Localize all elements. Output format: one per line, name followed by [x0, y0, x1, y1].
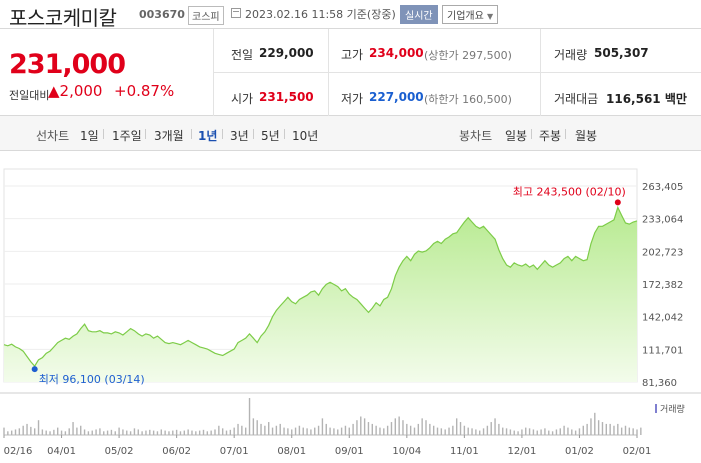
chevron-down-icon: ▼: [487, 12, 494, 21]
y-tick-label: 81,360: [642, 378, 677, 389]
y-tick-label: 172,382: [642, 280, 683, 291]
x-tick-label: 09/01: [335, 446, 364, 457]
change-amount: ▲2,000: [48, 82, 103, 100]
open-value: 231,500: [259, 90, 314, 104]
company-info-dropdown[interactable]: 기업개요 ▼: [442, 5, 499, 24]
price-area: [4, 207, 637, 382]
candle-chart-label: 봉차트: [459, 129, 493, 143]
x-tick-label: 04/01: [47, 446, 76, 457]
low-marker: [31, 366, 38, 373]
x-tick-label: 05/02: [105, 446, 134, 457]
trade-value-label: 거래대금: [554, 92, 599, 106]
market-badge: 코스피: [188, 6, 224, 25]
low-value: 227,000: [369, 90, 424, 104]
prev-close-value: 229,000: [259, 46, 314, 60]
volume-legend: 거래량: [660, 403, 685, 415]
price-line: [3, 205, 638, 368]
divider: [213, 72, 701, 73]
company-info-label: 기업개요: [447, 11, 484, 22]
x-tick-label: 01/02: [565, 446, 594, 457]
separator: [284, 129, 285, 139]
low-annotation: 최저 96,100 (03/14): [39, 373, 145, 386]
x-tick-label: 10/04: [392, 446, 421, 457]
upper-limit: (상한가 297,500): [424, 49, 512, 62]
line-chart-label: 선차트: [36, 129, 70, 143]
tab-1y[interactable]: 1년: [198, 129, 218, 143]
high-value: 234,000: [369, 46, 424, 60]
tab-3y[interactable]: 3년: [230, 129, 249, 143]
separator: [222, 129, 223, 139]
separator: [565, 129, 566, 139]
tab-3m[interactable]: 3개월: [154, 129, 184, 143]
y-tick-label: 111,701: [642, 345, 683, 356]
separator: [191, 129, 192, 139]
tab-weekly[interactable]: 주봉: [539, 129, 562, 143]
separator: [145, 129, 146, 139]
low-label: 저가: [341, 92, 364, 106]
x-tick-label: 06/02: [162, 446, 191, 457]
stock-header: 포스코케미칼 003670 코스피 2023.02.16 11:58 기준(장중…: [0, 0, 701, 30]
prev-close-label: 전일: [231, 48, 254, 62]
x-tick-label: 12/01: [507, 446, 536, 457]
x-tick-label: 02/01: [623, 446, 652, 457]
x-tick-label: 02/16: [4, 446, 33, 457]
calendar-icon: [231, 8, 241, 18]
high-marker: [614, 199, 621, 206]
change-label: 전일대비: [9, 89, 50, 102]
realtime-button[interactable]: 실시간: [400, 5, 438, 24]
y-tick-label: 202,723: [642, 247, 683, 258]
volume-legend-swatch: [655, 404, 657, 413]
separator: [531, 129, 532, 139]
company-name: 포스코케미칼: [9, 6, 117, 30]
current-price: 231,000: [9, 49, 126, 80]
y-tick-label: 263,405: [642, 182, 683, 193]
stock-code: 003670: [139, 8, 185, 21]
y-tick-label: 142,042: [642, 313, 683, 324]
volume-label: 거래량: [554, 48, 588, 62]
price-chart[interactable]: 263,405 233,064 202,723 172,382 142,042 111,7…: [0, 151, 701, 463]
quote-datetime: 2023.02.16 11:58 기준(장중): [245, 8, 396, 21]
tab-1d[interactable]: 1일: [80, 129, 99, 143]
tab-daily[interactable]: 일봉: [505, 129, 528, 143]
quote-panel: 231,000 전일대비 ▲2,000 +0.87% 전일 229,000 고가…: [0, 29, 701, 116]
tab-5y[interactable]: 5년: [261, 129, 280, 143]
x-tick-label: 11/01: [450, 446, 479, 457]
volume-value: 505,307: [594, 46, 649, 60]
lower-limit: (하한가 160,500): [424, 93, 512, 106]
tab-10y[interactable]: 10년: [292, 129, 319, 143]
open-label: 시가: [231, 92, 254, 106]
x-tick-label: 08/01: [277, 446, 306, 457]
trade-value: 116,561 백만: [606, 92, 687, 106]
period-tabs: 선차트 1일 1주일 3개월 1년 3년 5년 10년 봉차트 일봉 주봉 월봉: [0, 116, 701, 151]
change-percent: +0.87%: [114, 82, 175, 100]
high-label: 고가: [341, 48, 364, 62]
x-tick-label: 07/01: [220, 446, 249, 457]
high-annotation: 최고 243,500 (02/10): [513, 185, 626, 198]
y-tick-label: 233,064: [642, 215, 683, 226]
tab-monthly[interactable]: 월봉: [575, 129, 598, 143]
separator: [103, 129, 104, 139]
separator: [253, 129, 254, 139]
tab-1w[interactable]: 1주일: [112, 129, 142, 143]
